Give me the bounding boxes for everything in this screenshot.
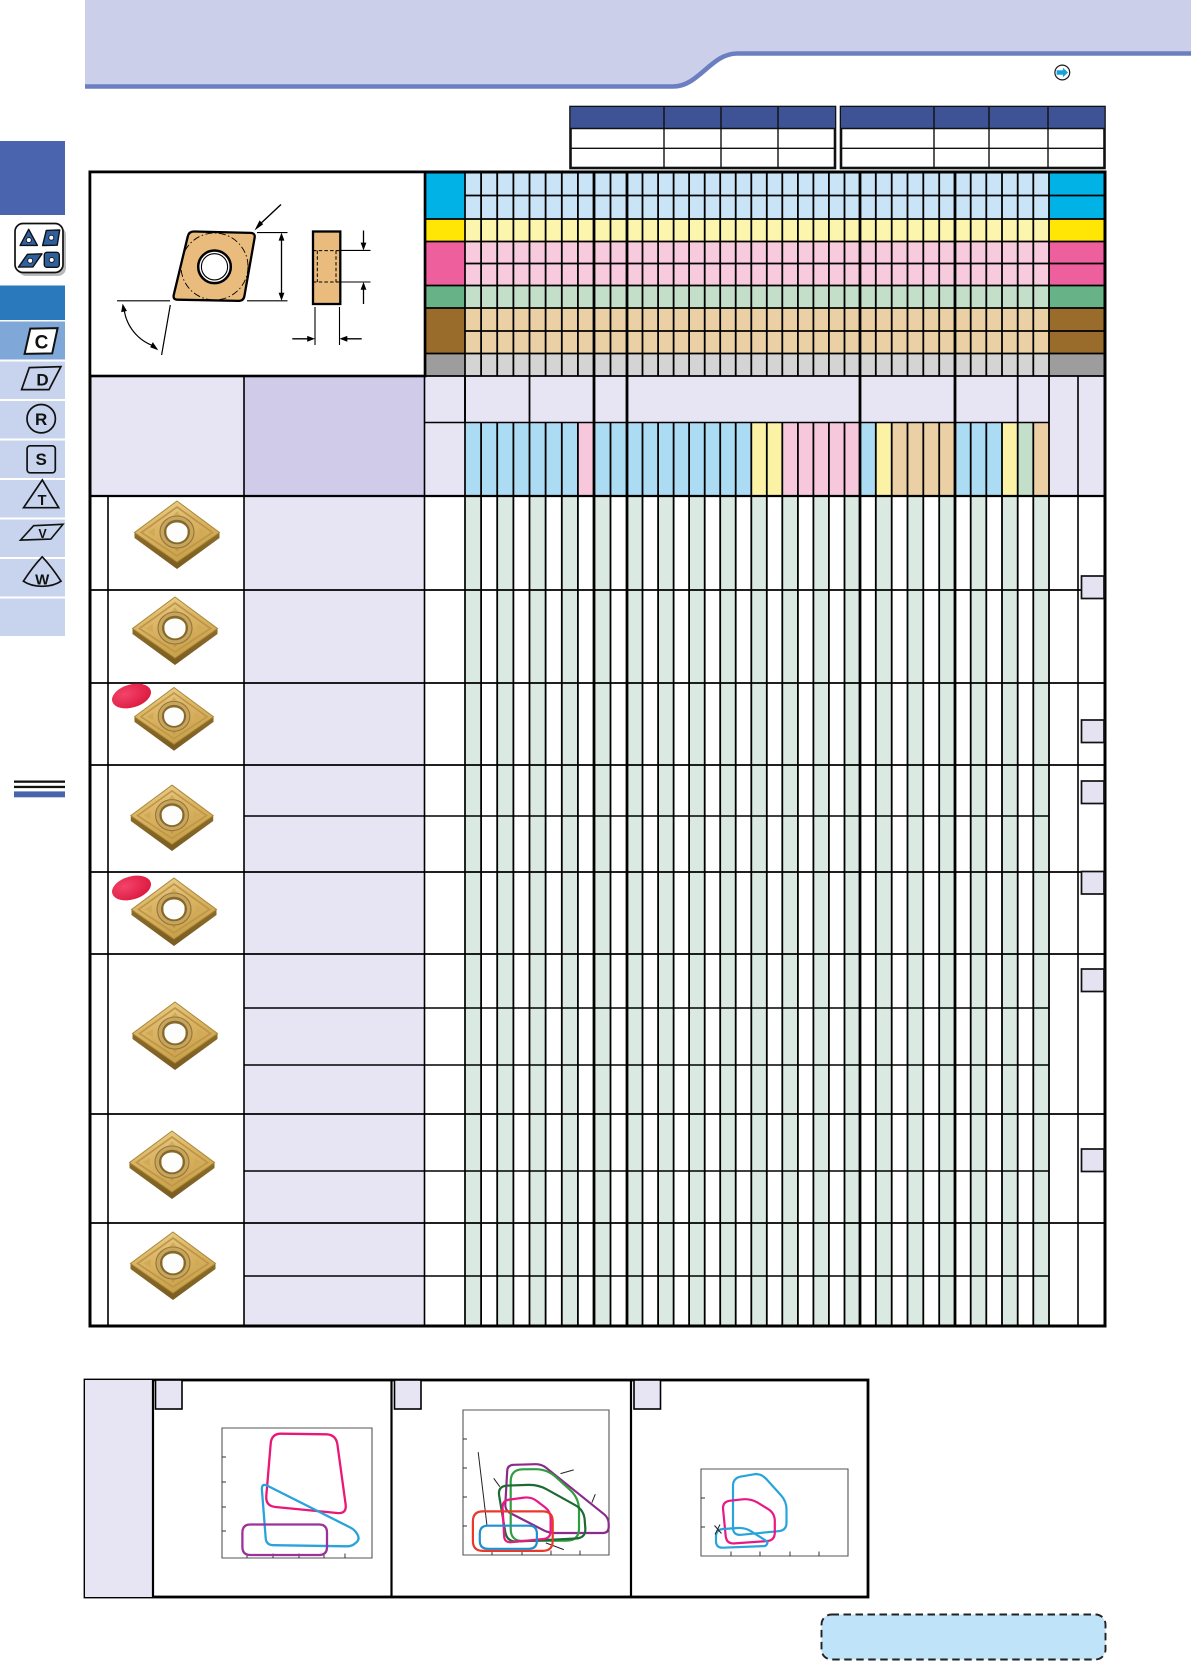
svg-text:R: R [35,410,47,429]
svg-text:C: C [35,333,49,354]
svg-text:D: D [36,371,48,390]
svg-text:W: W [35,572,50,589]
svg-text:S: S [36,450,47,469]
svg-text:V: V [38,527,47,541]
svg-text:T: T [38,493,47,509]
